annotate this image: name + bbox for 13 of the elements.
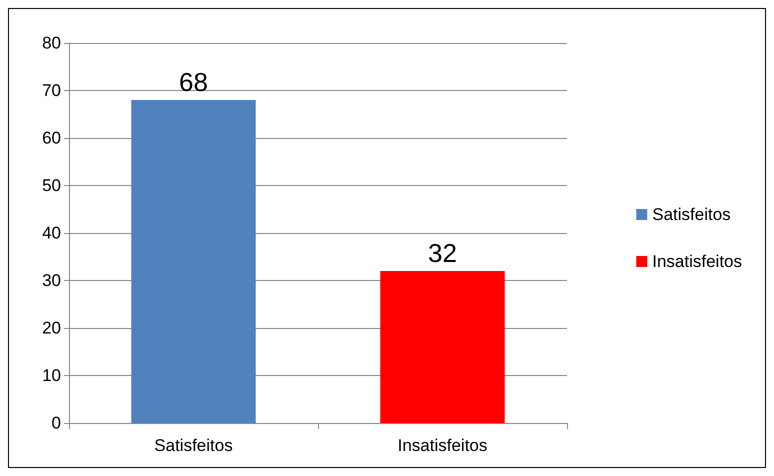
y-tick-label: 60 — [42, 128, 61, 148]
y-tick-label: 20 — [42, 318, 61, 338]
y-tick-label: 0 — [52, 414, 61, 432]
y-tick-label: 70 — [42, 81, 61, 100]
y-tick-label: 80 — [42, 34, 61, 52]
y-tick-label: 30 — [42, 271, 61, 290]
data-label: 68 — [179, 67, 208, 97]
legend-label: Insatisfeitos — [652, 252, 742, 271]
y-tick-label: 40 — [42, 224, 61, 242]
y-tick-label: 50 — [42, 176, 61, 195]
data-label: 32 — [428, 238, 457, 268]
y-tick-label: 10 — [42, 366, 61, 385]
legend-label: Satisfeitos — [652, 205, 731, 224]
